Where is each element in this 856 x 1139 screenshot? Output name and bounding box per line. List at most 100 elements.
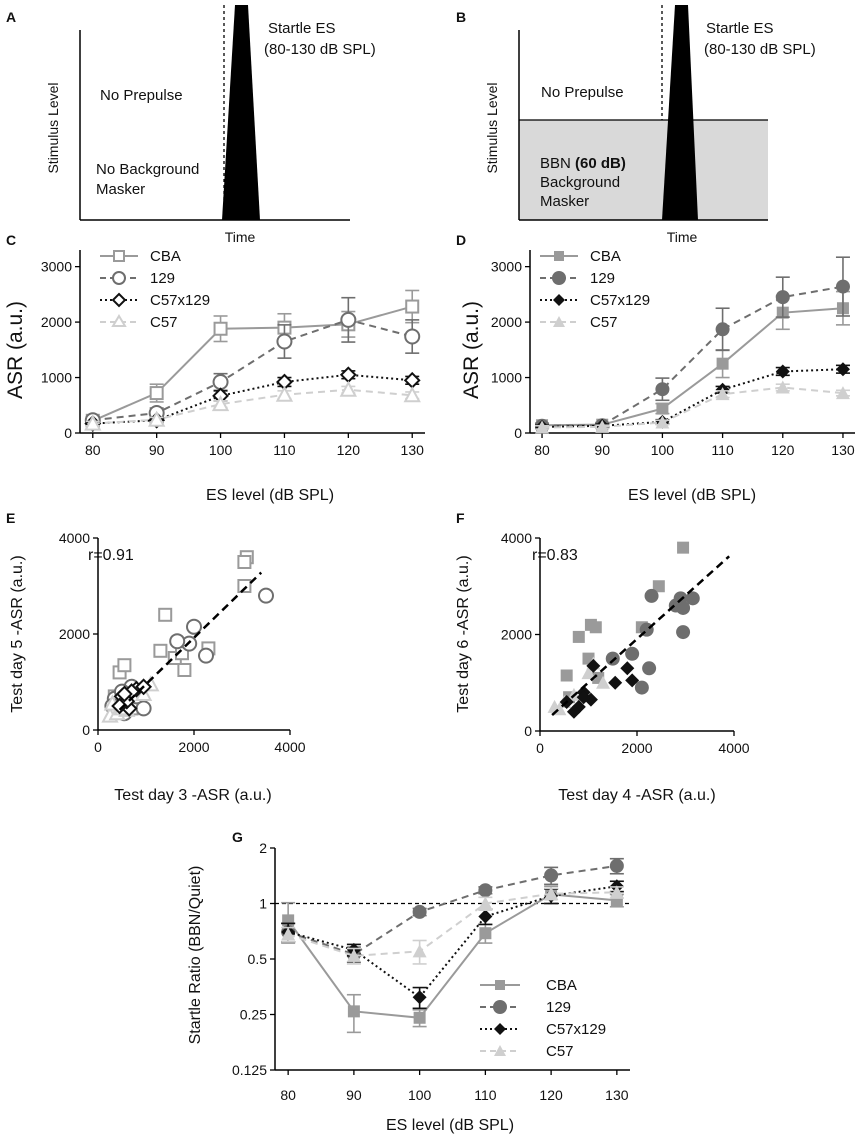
panel-e-ytick-label: 4000 [59, 530, 90, 546]
panel-e-ylabel: Test day 5 -ASR (a.u.) [9, 555, 26, 712]
data-point-129 [605, 651, 620, 666]
panel-b-startle-title: Startle ES [706, 20, 774, 37]
data-point-129 [198, 647, 214, 664]
panel-d-xtick-label: 120 [771, 442, 795, 458]
legend-item-c57x129: C57x129 [100, 292, 210, 309]
legend-label-cba: CBA [590, 248, 621, 265]
data-point-cba [213, 321, 228, 336]
panel-b-ylabel: Stimulus Level [484, 82, 500, 173]
series-line-c57 [92, 388, 413, 425]
panel-c-xtick-label: 130 [401, 442, 425, 458]
panel-c-xtick-label: 100 [209, 442, 233, 458]
series-line-cba [542, 307, 844, 427]
data-point-129 [276, 333, 293, 350]
data-point-cba [560, 669, 573, 682]
panel-c-ytick-label: 0 [64, 425, 72, 441]
panel-c: C ASR (a.u.) ES level (dB SPL) CBA 129 C… [4, 232, 425, 504]
panel-a-masker-1: No Background [96, 161, 199, 178]
panel-f-xlabel: Test day 4 -ASR (a.u.) [558, 787, 715, 804]
legend-marker-cba [554, 251, 564, 261]
data-point-129 [676, 625, 691, 640]
legend-item-cba: CBA [480, 977, 577, 994]
data-point-cba [177, 663, 192, 677]
panel-b-masker-bbn-word: BBN [540, 155, 571, 172]
panel-g-ytick-label: 1 [259, 896, 267, 912]
data-point-c57 [147, 410, 166, 427]
data-point-cba [479, 927, 492, 940]
panel-a: A Stimulus Level Time Startle ES (80-130… [6, 5, 376, 245]
data-point-129 [340, 311, 357, 328]
panel-d-xtick-label: 100 [651, 442, 675, 458]
panel-c-label: C [6, 232, 16, 248]
data-point-c57 [544, 886, 559, 900]
panel-f-label: F [456, 510, 465, 526]
data-point-129 [169, 633, 186, 650]
panel-e-xtick-label: 4000 [274, 739, 305, 755]
data-point-c57 [655, 415, 670, 429]
data-point-c57 [715, 387, 730, 401]
panel-g-ytick-label: 2 [259, 840, 267, 856]
panel-g-xlabel: ES level (dB SPL) [386, 1117, 514, 1134]
panel-b-masker-3: Masker [540, 193, 589, 210]
data-point-129 [625, 646, 640, 661]
panel-c-ytick-label: 3000 [41, 259, 72, 275]
data-point-c57x129 [586, 658, 601, 673]
panel-a-startle-pulse [222, 5, 260, 220]
panel-g-xtick-label: 120 [539, 1087, 563, 1103]
panel-d-ytick-label: 3000 [491, 259, 522, 275]
panel-f-ytick-label: 2000 [501, 627, 532, 643]
legend-marker-c57 [494, 1045, 506, 1056]
panel-f-xtick-label: 0 [536, 740, 544, 756]
data-point-c57 [581, 666, 596, 680]
data-point-c57x129 [620, 661, 635, 676]
data-point-c57 [281, 927, 296, 941]
panel-g-xtick-label: 80 [280, 1087, 296, 1103]
series-line-c57x129 [287, 885, 617, 999]
panel-g-label: G [232, 829, 243, 845]
panel-b-prepulse: No Prepulse [541, 84, 624, 101]
legend-marker-c57x129 [494, 1023, 506, 1035]
panel-f-ylabel: Test day 6 -ASR (a.u.) [455, 555, 472, 712]
data-point-c57 [478, 896, 493, 910]
data-point-c57 [84, 414, 102, 431]
data-point-129 [715, 322, 730, 337]
panel-e-annotation: r=0.91 [88, 547, 134, 564]
series-line-c57x129 [542, 368, 843, 428]
legend-marker-129 [552, 271, 566, 285]
panel-b: B Stimulus Level Time Startle ES (80-130… [456, 5, 816, 245]
regression-line [118, 571, 263, 711]
panel-g-ytick-label: 0.125 [232, 1062, 267, 1078]
legend-marker-129 [493, 1000, 507, 1014]
panel-b-masker-level: (60 dB) [575, 155, 626, 172]
data-point-cba [716, 357, 729, 370]
panel-b-label: B [456, 9, 466, 25]
panel-d-xlabel: ES level (dB SPL) [628, 487, 756, 504]
data-point-129 [644, 588, 659, 603]
data-point-cba [237, 579, 252, 593]
panel-c-xtick-label: 90 [149, 442, 165, 458]
legend-item-129: 129 [540, 270, 615, 287]
data-point-c57 [346, 948, 361, 962]
panel-c-legend: CBA 129 C57x129 C57 [100, 248, 210, 331]
data-point-129 [212, 373, 229, 390]
data-point-c57 [609, 885, 624, 899]
legend-marker-c57x129 [111, 292, 127, 308]
data-point-c57x129 [625, 673, 640, 688]
panel-d-xtick-label: 80 [534, 442, 550, 458]
panel-d-ytick-label: 1000 [491, 370, 522, 386]
panel-g-ytick-label: 0.25 [240, 1007, 267, 1023]
data-point-cba [237, 555, 252, 569]
data-point-c57x129 [339, 366, 357, 384]
panel-d-xtick-label: 110 [711, 442, 734, 458]
data-point-cba [405, 299, 420, 314]
panel-f-xtick-label: 2000 [621, 740, 652, 756]
data-point-cba [347, 1005, 360, 1018]
panel-g-xtick-label: 110 [474, 1087, 497, 1103]
panel-a-masker-2: Masker [96, 181, 145, 198]
legend-label-129: 129 [150, 270, 175, 287]
data-point-129 [642, 661, 657, 676]
data-point-c57 [596, 675, 611, 689]
data-point-129 [634, 680, 649, 695]
legend-item-c57x129: C57x129 [540, 292, 650, 309]
